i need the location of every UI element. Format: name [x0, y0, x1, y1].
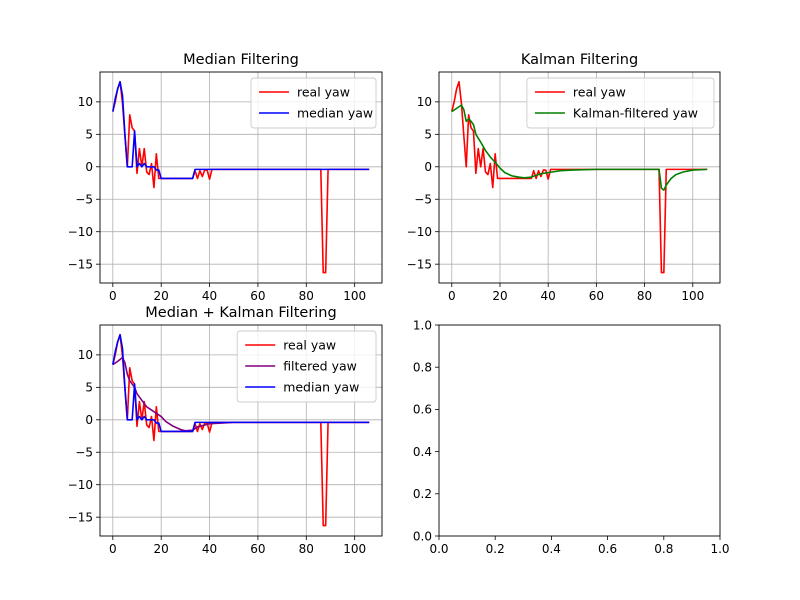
y-tick-label: 5 [424, 128, 432, 142]
x-tick-label: 40 [202, 289, 217, 303]
y-tick-label: −5 [75, 446, 93, 460]
legend-label: median yaw [283, 380, 359, 395]
y-tick-label: 0.6 [413, 403, 432, 417]
x-tick-label: 0.8 [654, 542, 673, 556]
legend-label: real yaw [297, 85, 350, 100]
x-tick-label: 100 [343, 542, 366, 556]
y-tick-label: −15 [407, 257, 432, 271]
x-tick-label: 60 [250, 289, 265, 303]
legend-label: real yaw [283, 338, 336, 353]
y-tick-label: 5 [85, 381, 93, 395]
x-tick-label: 1.0 [710, 542, 729, 556]
axes-frame [99, 71, 383, 284]
x-tick-label: 0 [109, 542, 117, 556]
x-tick-label: 40 [541, 289, 556, 303]
x-tick-label: 100 [343, 289, 366, 303]
chart-title: Median + Kalman Filtering [145, 305, 336, 321]
y-tick-label: 0 [85, 160, 93, 174]
y-tick-label: 0 [85, 413, 93, 427]
y-tick-label: −5 [414, 193, 432, 207]
series-line-kalman-filtered-yaw [451, 104, 708, 191]
x-tick-label: 60 [250, 542, 265, 556]
x-tick-label: 40 [202, 542, 217, 556]
series-line-median-yaw [112, 80, 370, 180]
legend: real yaw Kalman-filtered yaw [526, 77, 715, 129]
y-tick-label: 0.0 [413, 529, 432, 543]
x-tick-label: 60 [589, 289, 604, 303]
legend-box [526, 77, 715, 129]
subplot-2: 0 20 40 60 80 100 −15 −10 −5 0 5 10 Kalman Filtering… [407, 52, 721, 303]
axes-frame [99, 324, 383, 537]
y-tick-label: −15 [68, 257, 93, 271]
y-tick-label: 0 [424, 160, 432, 174]
x-tick-label: 20 [154, 542, 169, 556]
legend: real yaw filtered yaw median yaw [236, 330, 377, 403]
x-tick-label: 0.6 [598, 542, 617, 556]
x-tick-label: 0.4 [542, 542, 561, 556]
x-tick-label: 80 [299, 289, 314, 303]
axes-frame [438, 324, 721, 537]
subplot-3: 0 20 40 60 80 100 −15 −10 −5 0 5 10 Median + Kalman … [68, 305, 383, 556]
y-tick-label: −10 [407, 225, 432, 239]
y-tick-label: −5 [75, 193, 93, 207]
x-tick-label: 0 [448, 289, 456, 303]
x-tick-label: 0.0 [429, 542, 448, 556]
subplot-1: 0 20 40 60 80 100 −15 −10 −5 0 5 10 Median Filtering… [68, 52, 383, 303]
legend-label: real yaw [573, 85, 626, 100]
y-tick-label: 0.8 [413, 361, 432, 375]
legend-box [250, 77, 377, 129]
y-tick-label: −10 [68, 478, 93, 492]
y-tick-label: 1.0 [413, 318, 432, 332]
subplot-4: 0.0 0.2 0.4 0.6 0.8 1.0 0.0 0.2 0.4 0.6 0.8 1.0 [413, 318, 730, 556]
series-line-median-yaw [112, 333, 370, 433]
legend: real yaw median yaw [250, 77, 377, 129]
y-tick-label: 5 [85, 128, 93, 142]
x-tick-label: 100 [681, 289, 704, 303]
x-tick-label: 0 [109, 289, 117, 303]
y-tick-label: 10 [78, 348, 93, 362]
y-tick-label: 0.2 [413, 487, 432, 501]
legend-label: filtered yaw [283, 359, 357, 374]
y-tick-label: −15 [68, 510, 93, 524]
axes-frame [438, 71, 721, 284]
x-tick-label: 20 [492, 289, 507, 303]
legend-box [236, 330, 377, 403]
x-tick-label: 20 [154, 289, 169, 303]
x-tick-label: 0.2 [486, 542, 505, 556]
y-tick-label: 0.4 [413, 445, 432, 459]
chart-title: Kalman Filtering [521, 52, 638, 68]
y-tick-label: 10 [417, 95, 432, 109]
chart-title: Median Filtering [183, 52, 299, 68]
legend-label: Kalman-filtered yaw [573, 106, 698, 121]
x-tick-label: 80 [637, 289, 652, 303]
y-tick-label: 10 [78, 95, 93, 109]
y-tick-label: −10 [68, 225, 93, 239]
legend-label: median yaw [297, 106, 373, 121]
x-tick-label: 80 [299, 542, 314, 556]
